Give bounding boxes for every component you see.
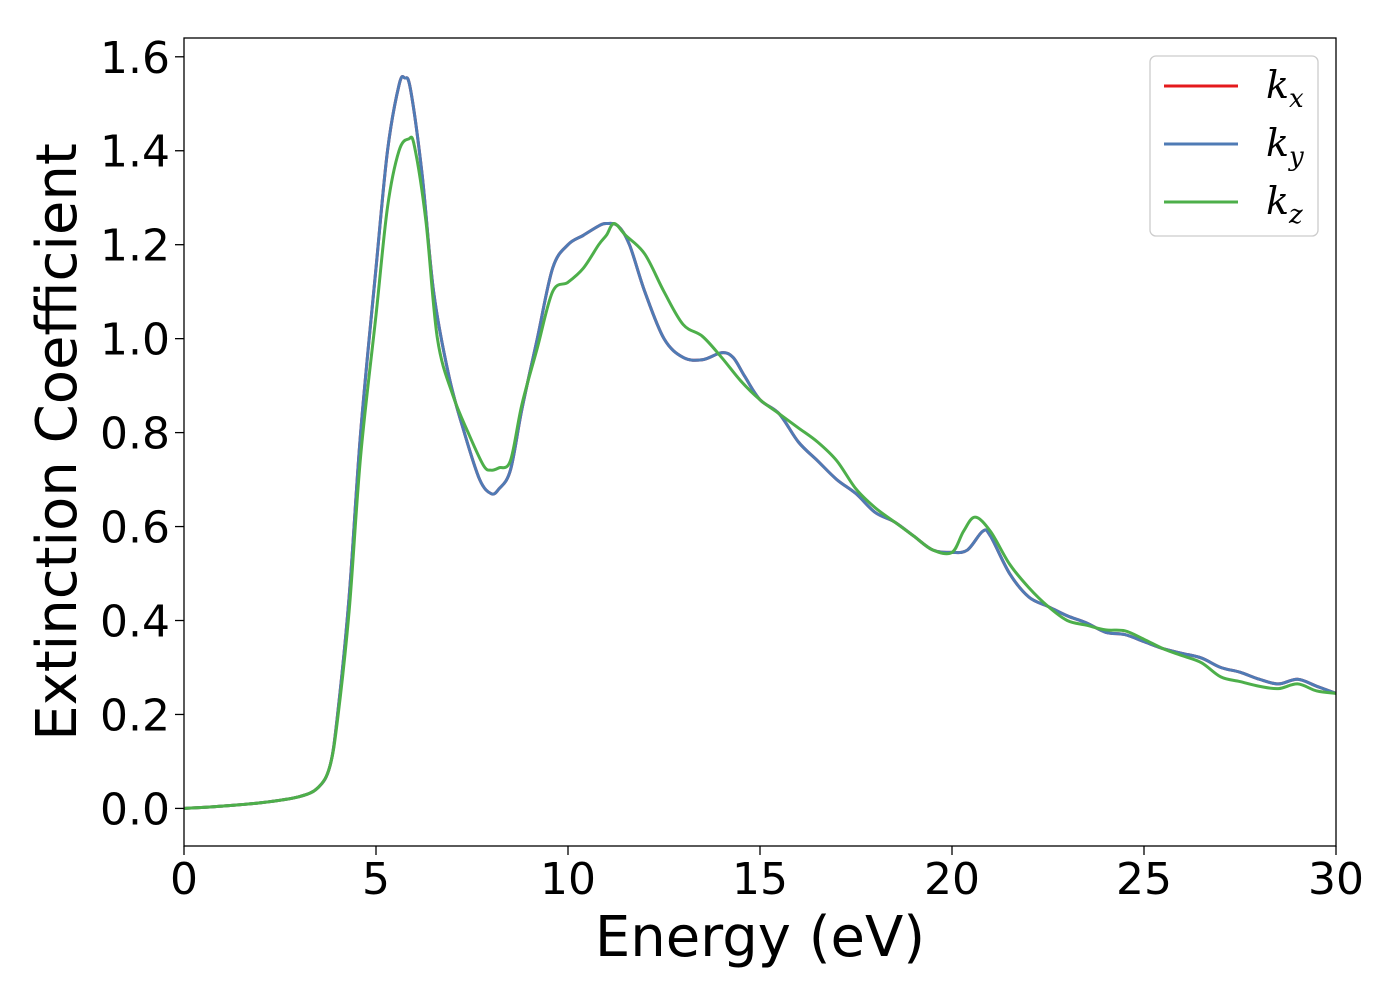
y-axis-ticks: 0.0 0.2 0.4 0.6 0.8 1.0 1.2 1.4 1.6 [100, 33, 184, 835]
x-tick-label: 15 [732, 854, 788, 905]
legend-label-subscript: z [1288, 200, 1303, 230]
y-tick-label: 1.4 [100, 127, 170, 178]
x-tick-label: 0 [170, 854, 198, 905]
legend-label-x: kx [1266, 63, 1304, 114]
y-axis-title: Extinction Coefficient [25, 143, 90, 741]
legend-label-base: k [1266, 121, 1289, 165]
series-line-y [184, 75, 1336, 810]
x-tick-label: 20 [924, 854, 980, 905]
y-tick-label: 0.6 [100, 503, 170, 554]
x-tick-label: 5 [362, 854, 390, 905]
legend-label-z: kz [1266, 179, 1303, 230]
legend-label-base: k [1266, 179, 1289, 223]
x-tick-label: 30 [1308, 854, 1364, 905]
y-tick-label: 0.8 [100, 409, 170, 460]
y-tick-label: 1.0 [100, 315, 170, 366]
y-tick-label: 0.0 [100, 784, 170, 835]
series-line-z [184, 135, 1336, 810]
legend-box [1149, 55, 1319, 237]
legend-label-y: ky [1266, 121, 1304, 172]
legend-label-base: k [1266, 63, 1289, 107]
y-tick-label: 1.2 [100, 221, 170, 272]
x-tick-label: 10 [540, 854, 596, 905]
x-tick-label: 25 [1116, 854, 1172, 905]
x-axis-title: Energy (eV) [595, 905, 925, 970]
series-layer [184, 75, 1336, 810]
y-tick-label: 0.4 [100, 597, 170, 648]
y-tick-label: 0.2 [100, 690, 170, 741]
legend-label-subscript: y [1288, 142, 1304, 172]
legend-label-subscript: x [1289, 84, 1304, 114]
x-axis-ticks: 0 5 10 15 20 25 30 [170, 846, 1364, 905]
y-tick-label: 1.6 [100, 33, 170, 84]
